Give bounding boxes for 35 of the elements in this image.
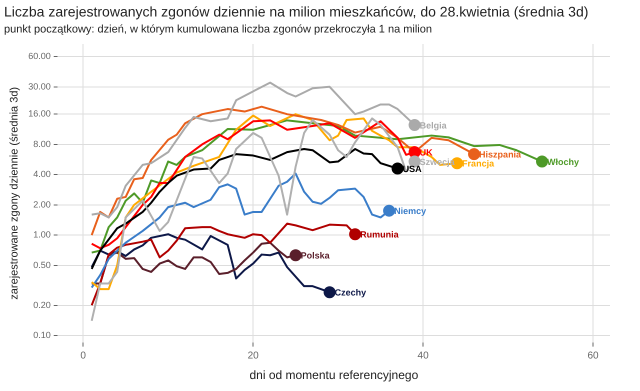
point [324,286,336,298]
y-tick-label: 0.10 [33,330,51,340]
x-tick-label: 40 [418,350,430,362]
series-label: Belgia [420,120,448,130]
point [349,228,362,240]
point [383,204,396,217]
y-axis-title: zarejestrowane zgony dziennie (średnia 3d) [8,86,21,300]
series-label: Hiszpania [479,150,522,160]
series-label: Polska [300,250,331,261]
point [290,249,302,262]
series-label: USA [402,164,422,174]
series-label: Niemcy [394,206,426,216]
y-tick-label: 0.20 [33,300,51,310]
y-tick-label: 16.00 [28,108,51,119]
series-label: Czechy [334,288,366,298]
point [468,148,480,160]
y-tick-label: 0.50 [33,260,51,270]
x-tick-label: 60 [587,350,600,362]
y-tick-label: 1.00 [33,230,51,240]
x-tick-label: 20 [248,350,260,362]
y-tick-label: 60.00 [28,51,51,62]
y-tick-label: 4.00 [33,169,51,180]
point [408,118,421,131]
point [536,156,548,168]
point [392,162,404,175]
point [408,146,421,158]
chart-title: Liczba zarejestrowanych zgonów dziennie na milion mieszkańców, do 28.kwietnia (średnia 3d) [4,3,588,20]
chart-subtitle: punkt początkowy: dzień, w którym kumulowana liczba zgonów przekroczyła 1 na milion [4,23,432,36]
series-label: Rumunia [360,230,400,240]
y-tick-label: 2.00 [33,199,51,210]
y-tick-label: 30.00 [28,81,51,92]
y-tick-label: 8.00 [33,138,51,149]
x-tick-label: 0 [80,350,86,362]
series-label: Francja [462,158,496,169]
x-axis-title: dni od momentu referencyjnego [249,368,419,382]
